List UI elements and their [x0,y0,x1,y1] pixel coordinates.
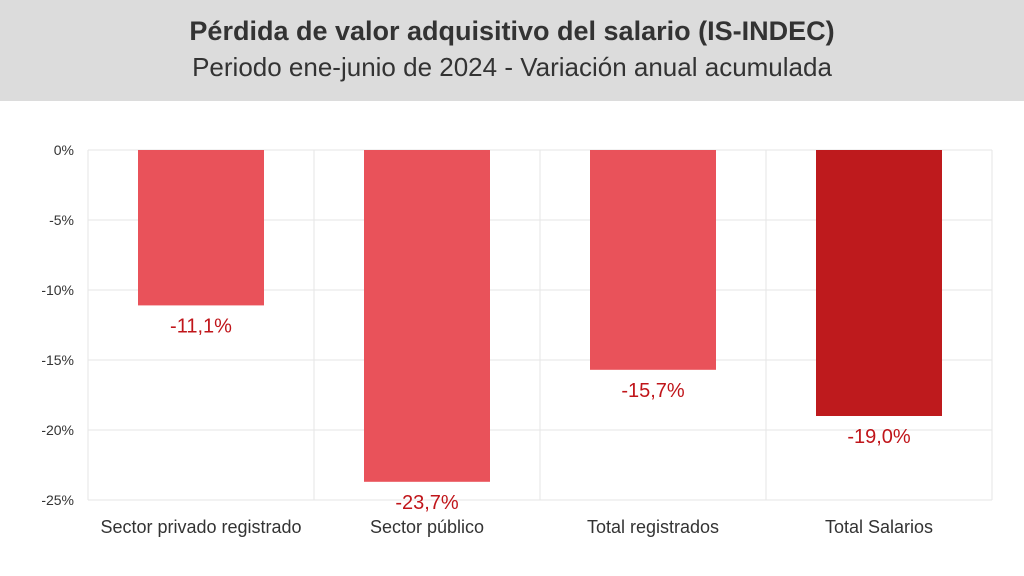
x-category-label: Sector privado registrado [100,517,301,537]
bar-chart: 0% -5% -10% -15% -20% -25% -11,1% Sector privad… [41,142,993,537]
data-label: -23,7% [395,492,459,514]
y-tick-label: -15% [41,352,74,368]
y-tick-label: -25% [41,492,74,508]
bar [364,150,490,482]
chart-subtitle: Periodo ene-junio de 2024 - Variación an… [192,52,832,82]
bar [138,150,264,306]
data-label: -19,0% [847,426,911,448]
y-tick-label: -10% [41,282,74,298]
x-category-label: Total Salarios [825,517,933,537]
y-tick-label: -5% [49,212,74,228]
x-category-label: Total registrados [587,517,719,537]
data-label: -15,7% [621,380,685,402]
bar [590,150,716,370]
y-tick-label: -20% [41,422,74,438]
y-tick-label: 0% [54,142,74,158]
x-category-label: Sector público [370,517,484,537]
bar [816,150,942,416]
chart-header: Pérdida de valor adquisitivo del salario… [0,0,1024,101]
data-label: -11,1% [170,315,232,337]
chart-title: Pérdida de valor adquisitivo del salario… [189,16,835,46]
